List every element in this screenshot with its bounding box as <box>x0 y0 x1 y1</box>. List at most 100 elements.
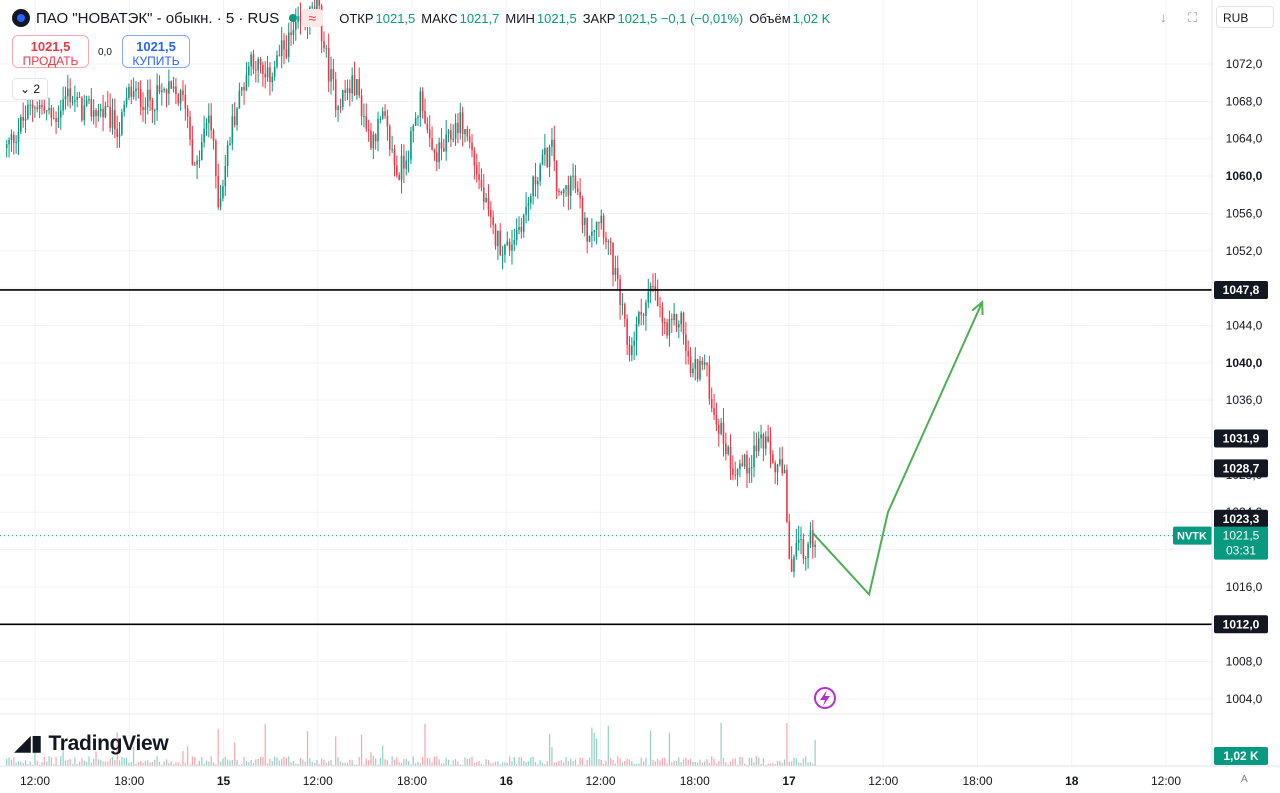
candle <box>579 178 581 209</box>
candle <box>128 83 130 101</box>
symbol-tag-label: NVTK <box>1177 531 1207 543</box>
candle <box>600 209 603 230</box>
candle <box>391 135 393 154</box>
auto-scale-button[interactable]: A <box>1241 774 1248 785</box>
volume-bar <box>161 764 163 766</box>
volume-bar <box>356 764 358 766</box>
candle <box>8 137 10 158</box>
volume-bar <box>518 757 520 766</box>
indicators-toggle[interactable]: ⌄ 2 <box>12 78 48 100</box>
candle <box>497 230 499 260</box>
volume-bar <box>699 759 701 766</box>
candle <box>804 556 807 571</box>
candle <box>475 153 478 183</box>
candle-body <box>804 557 807 559</box>
candle <box>280 26 283 69</box>
sell-button[interactable]: 1021,5 ПРОДАТЬ <box>12 35 89 68</box>
candle-body <box>663 322 666 324</box>
volume-bar <box>306 731 309 766</box>
currency-select[interactable]: RUB <box>1216 6 1274 28</box>
candle-body <box>492 217 494 225</box>
volume-bar <box>328 761 330 766</box>
candle <box>151 97 154 123</box>
last-price-label: 1021,5 <box>1223 529 1260 543</box>
projection-path[interactable] <box>811 300 984 597</box>
candle <box>668 310 671 347</box>
candle-body <box>767 436 769 442</box>
volume-bar <box>391 756 393 766</box>
level-price-label: 1047,8 <box>1223 283 1260 297</box>
candle <box>377 111 379 152</box>
candle-body <box>247 66 250 76</box>
candle <box>396 155 398 178</box>
candle-body <box>541 154 544 165</box>
candle <box>10 129 13 152</box>
candle <box>788 513 791 560</box>
candle-body <box>266 67 269 78</box>
buy-price: 1021,5 <box>136 39 176 54</box>
horizontal-levels[interactable] <box>0 289 1212 626</box>
candle <box>652 273 654 293</box>
candle-body <box>720 422 722 434</box>
symbol-title[interactable]: ПАО "НОВАТЭК" - обыкн. · 5 · RUS <box>36 9 280 27</box>
volume-bar <box>429 758 431 766</box>
volume-bar <box>593 732 595 766</box>
candle <box>236 106 238 131</box>
volume-bar <box>741 757 743 766</box>
candle <box>365 103 368 133</box>
volume-bar <box>278 760 280 766</box>
volume-bar <box>499 764 501 766</box>
candle <box>269 62 271 96</box>
volume-bar <box>633 763 635 766</box>
candle <box>734 461 737 480</box>
candle-body <box>386 115 389 127</box>
time-axis[interactable]: 12:00 18:00 15 12:00 18:00 16 12:00 18:00 17 12:0… <box>0 765 1280 788</box>
candle-body <box>81 97 83 121</box>
lightning-icon[interactable] <box>814 687 836 709</box>
candle-body <box>149 89 151 101</box>
volume-bar <box>544 764 546 766</box>
fullscreen-icon[interactable]: ⛶ <box>1188 10 1198 25</box>
candle-body <box>377 119 379 142</box>
candle-body <box>130 86 133 97</box>
candle-body <box>692 368 694 374</box>
volume-bar <box>497 761 499 766</box>
volume-bar <box>774 763 776 766</box>
candle <box>360 88 363 126</box>
candle-body <box>102 108 104 118</box>
candle <box>720 417 722 436</box>
candle-body <box>656 289 659 307</box>
candle <box>809 522 812 549</box>
candle-body <box>661 307 664 323</box>
price-axis[interactable]: 1004,01008,01012,01016,01020,01024,01028… <box>1173 0 1280 766</box>
candle <box>414 112 417 126</box>
candle-body <box>198 160 201 162</box>
candle-body <box>367 129 370 131</box>
buy-button[interactable]: 1021,5 КУПИТЬ <box>122 35 190 68</box>
price-axis-bg <box>1212 0 1280 766</box>
candle <box>34 105 36 118</box>
candle <box>52 107 55 120</box>
volume-bar <box>783 759 786 766</box>
candle <box>118 121 121 148</box>
candle <box>736 468 739 487</box>
candle-body <box>203 128 205 143</box>
candle-body <box>696 359 699 380</box>
volume-bar <box>332 764 334 766</box>
candle-body <box>57 117 60 122</box>
candle <box>783 464 786 474</box>
candle-body <box>132 91 135 97</box>
download-icon[interactable]: ↓ <box>1160 10 1167 25</box>
volume-bar <box>365 758 367 766</box>
candle-body <box>579 191 581 199</box>
candle <box>760 424 762 449</box>
candle <box>421 87 424 119</box>
candle <box>800 526 802 555</box>
candle <box>814 540 816 558</box>
volume-bar <box>671 762 673 766</box>
candle-body <box>95 110 97 117</box>
volume-bar <box>523 761 525 766</box>
candle-body <box>717 424 720 434</box>
candle-body <box>741 463 744 467</box>
